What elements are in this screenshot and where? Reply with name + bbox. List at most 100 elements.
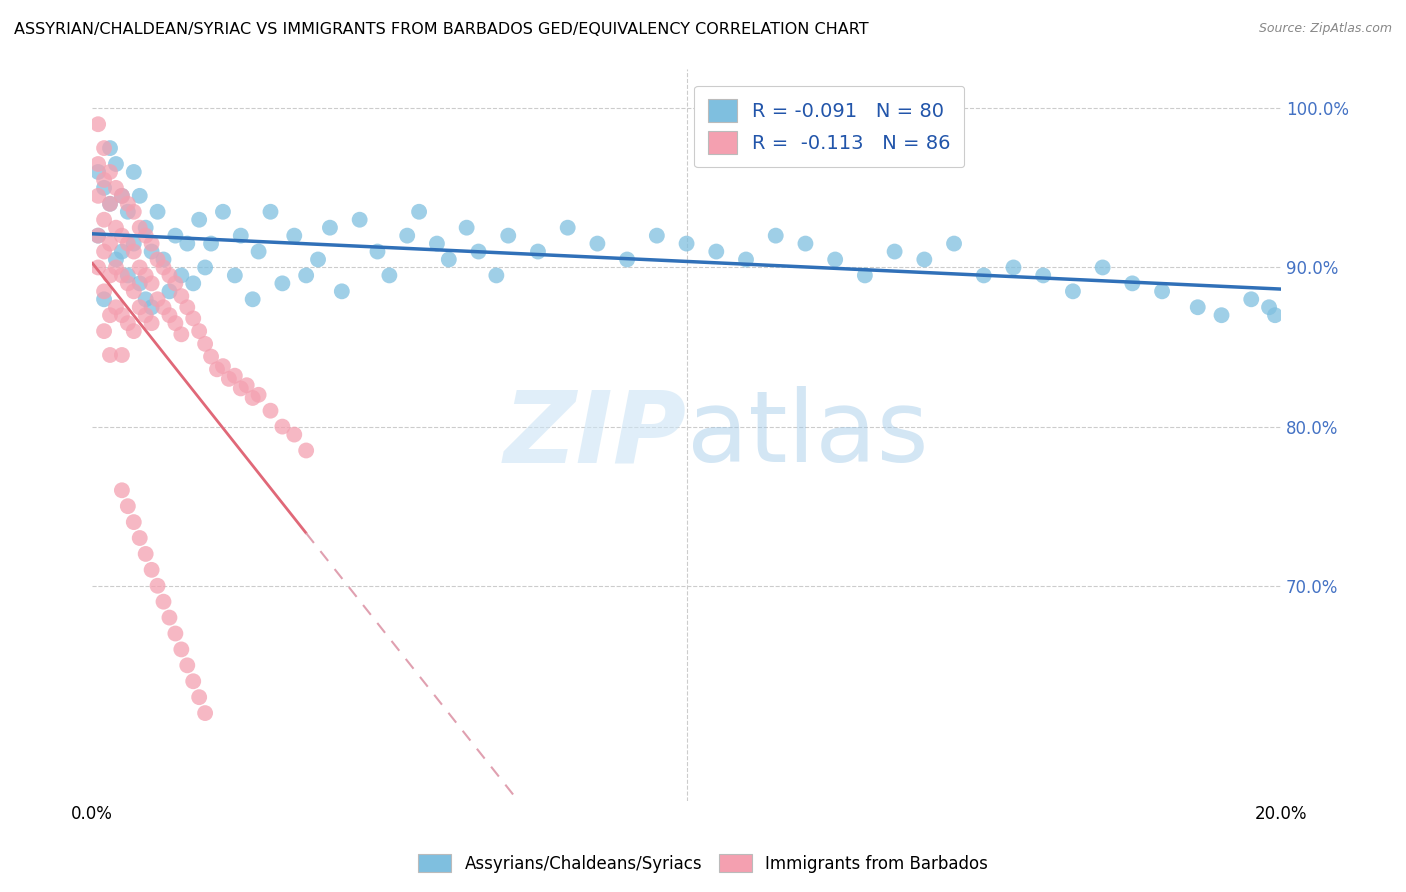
Point [135, 220, 157, 235]
Point [295, 443, 318, 458]
Point [111, 483, 134, 498]
Point [485, 268, 508, 283]
Text: ASSYRIAN/CHALDEAN/SYRIAC VS IMMIGRANTS FROM BARBADOS GED/EQUIVALENCY CORRELATION: ASSYRIAN/CHALDEAN/SYRIAC VS IMMIGRANTS F… [14, 22, 869, 37]
Legend: R = -0.091   N = 80, R =  -0.113   N = 86: R = -0.091 N = 80, R = -0.113 N = 86 [695, 86, 965, 168]
Point [586, 236, 609, 251]
Point [1032, 268, 1054, 283]
Point [122, 285, 145, 299]
Point [104, 220, 127, 235]
Point [93, 181, 115, 195]
Point [349, 212, 371, 227]
Legend: Assyrians/Chaldeans/Syriacs, Immigrants from Barbados: Assyrians/Chaldeans/Syriacs, Immigrants … [411, 847, 995, 880]
Point [146, 293, 169, 307]
Point [146, 204, 169, 219]
Point [128, 531, 150, 545]
Point [704, 244, 727, 259]
Point [200, 350, 222, 364]
Point [165, 316, 187, 330]
Point [1187, 300, 1209, 314]
Point [165, 228, 187, 243]
Point [283, 427, 305, 442]
Point [141, 316, 163, 330]
Point [467, 244, 489, 259]
Text: Source: ZipAtlas.com: Source: ZipAtlas.com [1258, 22, 1392, 36]
Point [128, 260, 150, 275]
Point [93, 173, 115, 187]
Point [104, 181, 127, 195]
Point [943, 236, 966, 251]
Point [242, 293, 264, 307]
Point [141, 563, 163, 577]
Point [93, 244, 115, 259]
Point [141, 236, 163, 251]
Point [122, 244, 145, 259]
Point [98, 165, 121, 179]
Point [87, 260, 110, 275]
Point [128, 277, 150, 291]
Point [765, 228, 787, 243]
Point [247, 244, 270, 259]
Point [93, 285, 115, 299]
Point [1211, 308, 1233, 322]
Point [824, 252, 846, 267]
Point [98, 196, 121, 211]
Point [224, 268, 246, 283]
Point [259, 403, 281, 417]
Point [366, 244, 388, 259]
Point [98, 268, 121, 283]
Point [194, 336, 217, 351]
Point [98, 308, 121, 322]
Point [557, 220, 579, 235]
Point [527, 244, 550, 259]
Point [1121, 277, 1143, 291]
Point [152, 260, 174, 275]
Point [87, 228, 110, 243]
Point [152, 300, 174, 314]
Point [117, 268, 139, 283]
Point [396, 228, 419, 243]
Point [122, 165, 145, 179]
Point [170, 642, 193, 657]
Point [122, 204, 145, 219]
Point [1062, 285, 1084, 299]
Point [330, 285, 353, 299]
Point [93, 141, 115, 155]
Point [135, 228, 157, 243]
Point [98, 196, 121, 211]
Point [794, 236, 817, 251]
Text: ZIP: ZIP [503, 386, 686, 483]
Point [283, 228, 305, 243]
Point [111, 244, 134, 259]
Point [111, 268, 134, 283]
Point [152, 252, 174, 267]
Point [98, 141, 121, 155]
Point [117, 277, 139, 291]
Point [117, 236, 139, 251]
Point [218, 372, 240, 386]
Point [247, 388, 270, 402]
Point [408, 204, 430, 219]
Point [200, 236, 222, 251]
Point [170, 268, 193, 283]
Point [159, 268, 181, 283]
Point [205, 362, 228, 376]
Point [235, 378, 257, 392]
Point [104, 252, 127, 267]
Point [111, 189, 134, 203]
Point [122, 324, 145, 338]
Point [271, 419, 294, 434]
Point [128, 189, 150, 203]
Point [141, 244, 163, 259]
Point [146, 579, 169, 593]
Point [456, 220, 478, 235]
Text: atlas: atlas [686, 386, 928, 483]
Point [104, 157, 127, 171]
Point [87, 165, 110, 179]
Point [135, 293, 157, 307]
Point [122, 515, 145, 529]
Point [176, 658, 198, 673]
Point [87, 228, 110, 243]
Point [159, 308, 181, 322]
Point [194, 260, 217, 275]
Point [117, 316, 139, 330]
